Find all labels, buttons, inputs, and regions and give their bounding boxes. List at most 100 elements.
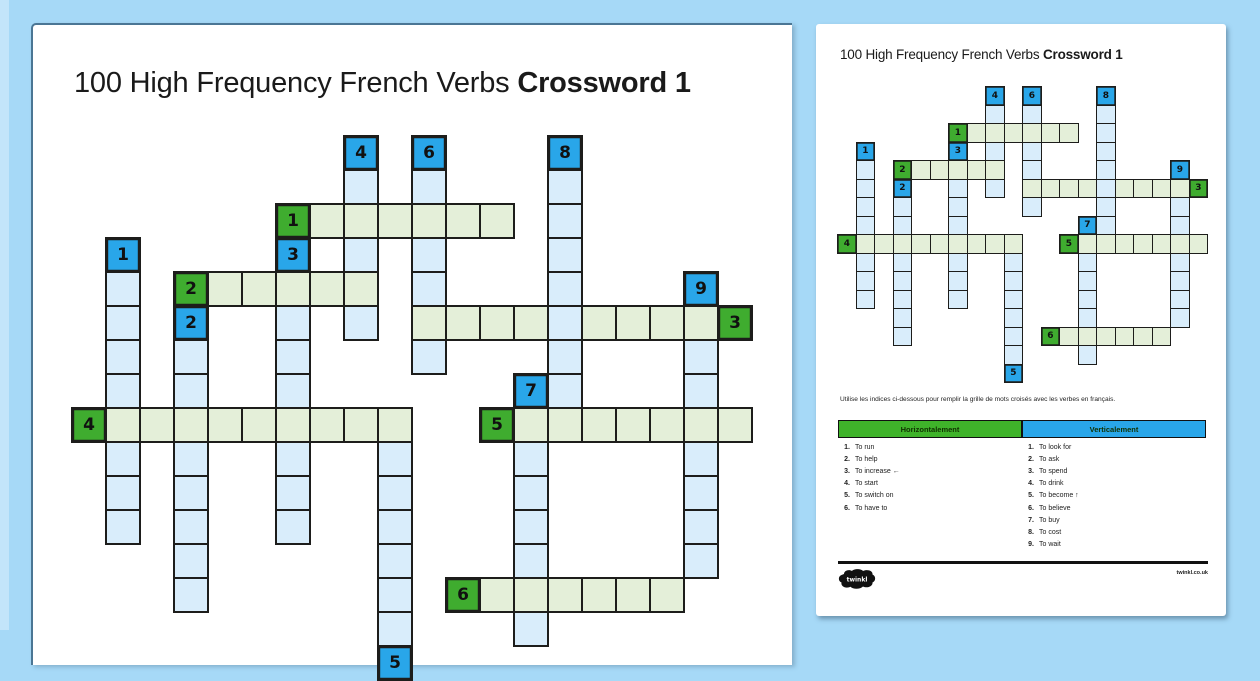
crossword-cell [411, 203, 447, 239]
crossword-number-cell: 9 [683, 271, 719, 307]
crossword-cell [513, 543, 549, 579]
crossword-cell [892, 289, 913, 310]
crossword-number-cell: 2 [892, 160, 913, 180]
crossword-cell-number: 5 [491, 415, 503, 435]
crossword-cell [615, 305, 651, 341]
crossword-cell [948, 178, 968, 199]
crossword-cell [1114, 178, 1135, 199]
crossword-cell [1003, 123, 1024, 143]
crossword-cell [479, 305, 515, 341]
clue-item: 7. To buy [1024, 514, 1194, 526]
clue-number: 4. [844, 480, 850, 488]
clue-item: 1. To run [840, 441, 1010, 453]
crossword-cell-number: 2 [185, 279, 197, 299]
down-header: Verticalement [1022, 420, 1206, 438]
crossword-cell [948, 197, 968, 217]
crossword-cell [1022, 197, 1042, 217]
crossword-cell [892, 326, 913, 347]
clue-number: 2. [1028, 455, 1034, 463]
crossword-cell-number: 9 [695, 279, 707, 299]
crossword-number-cell: 4 [837, 234, 857, 254]
clue-table-header: Horizontalement Verticalement [838, 420, 1206, 438]
clue-text: To buy [1039, 516, 1060, 524]
twinkl-logo-text: twinkl [847, 577, 868, 584]
crossword-cell [855, 234, 876, 254]
crossword-cell-number: 4 [843, 238, 851, 249]
crossword-cell [649, 305, 685, 341]
crossword-cell [105, 373, 141, 409]
crossword-cell [343, 203, 379, 239]
crossword-cell [513, 305, 549, 341]
crossword-cell [479, 577, 515, 613]
crossword-cell-number: 7 [1084, 220, 1091, 231]
clue-text: To believe [1039, 504, 1071, 512]
clue-text: To switch on [855, 492, 894, 500]
crossword-cell [1022, 123, 1042, 143]
crossword-cell [377, 441, 413, 477]
crossword-cell [411, 169, 447, 205]
crossword-number-cell: 8 [547, 135, 583, 171]
crossword-cell [1096, 178, 1116, 199]
clue-number: 5. [1028, 492, 1034, 500]
clue-text: To wait [1039, 541, 1061, 549]
crossword-cell [1003, 234, 1024, 254]
crossword-cell [1077, 308, 1098, 328]
crossword-cell [929, 160, 950, 180]
crossword-cell [513, 509, 549, 545]
crossword-number-cell: 5 [377, 645, 413, 681]
crossword-cell [948, 289, 968, 310]
crossword-cell [683, 305, 719, 341]
crossword-cell [105, 271, 141, 307]
clue-text: To have to [855, 504, 888, 512]
crossword-cell [275, 373, 311, 409]
clue-item: 8. To cost [1024, 526, 1194, 538]
clue-number: 1. [1028, 443, 1034, 451]
crossword-cell [207, 407, 243, 443]
crossword-cell [1151, 326, 1172, 347]
crossword-cell [309, 203, 345, 239]
crossword-cell [1133, 234, 1153, 254]
crossword-number-cell: 1 [105, 237, 141, 273]
instructions-text: Utilise les indices ci-dessous pour remp… [840, 396, 1116, 403]
crossword-cell [547, 203, 583, 239]
crossword-cell-number: 4 [991, 90, 999, 101]
crossword-cell [1096, 104, 1116, 125]
crossword-cell [377, 577, 413, 613]
crossword-cell [892, 197, 913, 217]
worksheet-page-full: 100 High Frequency French Verbs Crosswor… [816, 24, 1226, 616]
page-title-bold: Crossword 1 [517, 67, 691, 99]
crossword-cell-number: 1 [862, 146, 869, 157]
crossword-cell [547, 169, 583, 205]
crossword-cell [717, 407, 753, 443]
crossword-cell-number: 5 [1010, 368, 1017, 379]
crossword-cell [411, 237, 447, 273]
crossword-cell [377, 475, 413, 511]
crossword-cell [547, 271, 583, 307]
crossword-number-cell: 3 [717, 305, 753, 341]
crossword-cell-number: 9 [1176, 164, 1184, 175]
crossword-cell [1040, 178, 1061, 199]
crossword-cell-number: 5 [1065, 238, 1073, 249]
clue-text: To increase ← [855, 467, 900, 475]
crossword-cell-number: 6 [423, 143, 435, 163]
crossword-cell [683, 373, 719, 409]
crossword-cell [1096, 123, 1116, 143]
crossword-cell [948, 215, 968, 236]
crossword-cell [343, 237, 379, 273]
crossword-cell [892, 308, 913, 328]
crossword-cell [1170, 252, 1190, 273]
crossword-cell [411, 271, 447, 307]
crossword-cell [275, 271, 311, 307]
crossword-cell [1022, 104, 1042, 125]
clue-item: 5. To switch on [840, 490, 1010, 502]
site-url: twinkl.co.uk [1176, 570, 1208, 576]
crossword-cell [1022, 160, 1042, 180]
crossword-cell [855, 160, 876, 180]
crossword-cell [275, 441, 311, 477]
crossword-number-cell: 8 [1096, 86, 1116, 106]
crossword-cell [479, 203, 515, 239]
clue-text: To look for [1039, 443, 1072, 451]
crossword-cell [683, 339, 719, 375]
crossword-cell [309, 407, 345, 443]
background-edge-strip [0, 0, 9, 630]
